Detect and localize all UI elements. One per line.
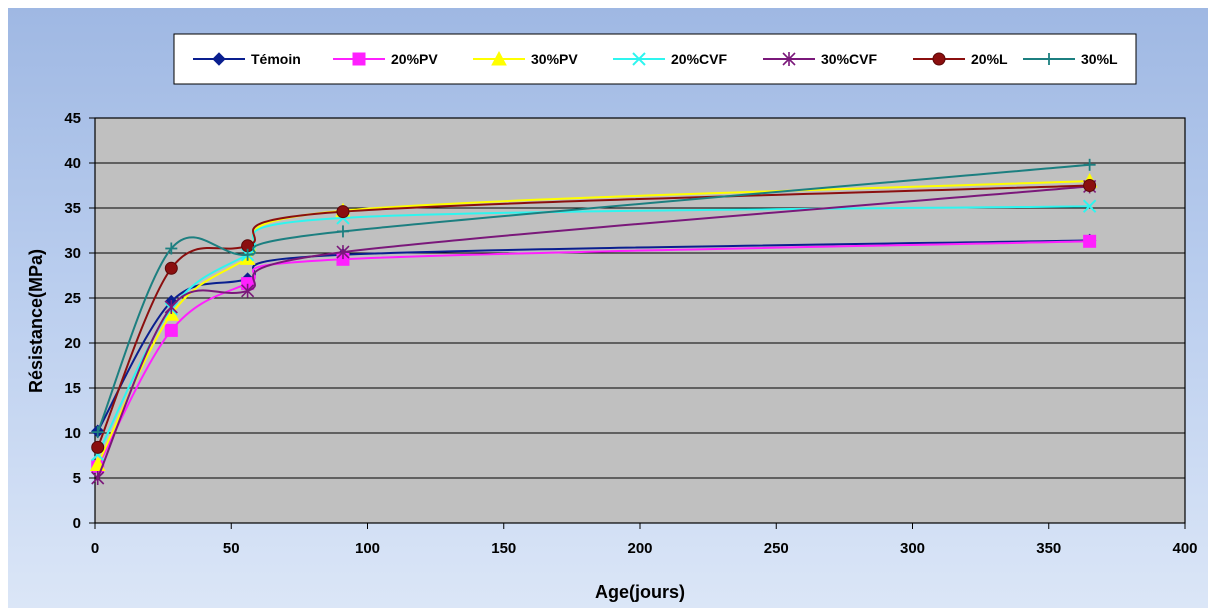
y-tick-label: 10 [64, 425, 81, 442]
legend-label-0: Témoin [251, 51, 301, 67]
legend-label-5: 20%L [971, 51, 1008, 67]
data-point-1-4 [1083, 234, 1097, 248]
series-line-5 [96, 184, 1090, 448]
y-tick-label: 20 [64, 335, 81, 352]
legend-label-1: 20%PV [391, 51, 438, 67]
series-line-0 [96, 239, 1090, 432]
x-tick-label: 0 [91, 540, 99, 557]
x-tick-label: 350 [1036, 540, 1061, 557]
legend-marker-4 [782, 52, 796, 66]
legend-marker-2 [491, 50, 507, 66]
y-tick-label: 25 [64, 290, 81, 307]
legend-marker-0 [212, 52, 226, 66]
data-point-1-1 [164, 323, 178, 337]
y-tick-label: 40 [64, 155, 81, 172]
line-chart: 0 5 10 15 20 25 30 35 40 45 0 50 100 150 200 250 300 350… [26, 33, 1198, 602]
chart-frame: 0 5 10 15 20 25 30 35 40 45 0 50 100 150 200 250 300 350… [8, 8, 1208, 608]
series-line-4 [96, 185, 1090, 479]
data-point-5-1 [164, 261, 178, 275]
series-line-6 [96, 163, 1090, 433]
data-point-6-0 [91, 426, 104, 439]
legend-label-4: 30%CVF [821, 51, 877, 67]
data-point-4-3 [336, 245, 350, 260]
x-tick-label: 200 [627, 540, 652, 557]
legend-label-6: 30%L [1081, 51, 1118, 67]
data-point-3-4 [1082, 199, 1097, 213]
y-tick-label: 45 [64, 110, 81, 127]
y-tick-label: 35 [64, 200, 81, 217]
y-tick-label: 5 [73, 470, 81, 487]
data-point-4-2 [241, 283, 255, 298]
x-tick-label: 100 [355, 540, 380, 557]
data-point-6-1 [165, 242, 178, 255]
legend-marker-3 [632, 52, 646, 66]
x-tick-label: 150 [491, 540, 516, 557]
y-axis-title: Résistance(MPa) [26, 249, 46, 393]
data-point-6-3 [336, 225, 349, 238]
legend-marker-5 [932, 52, 946, 66]
plot-area [94, 117, 1186, 524]
data-point-4-1 [164, 300, 178, 314]
data-point-6-2 [241, 248, 254, 261]
data-point-4-0 [91, 471, 105, 485]
y-tick-label: 0 [73, 515, 81, 532]
legend-marker-1 [352, 52, 366, 66]
x-tick-label: 400 [1172, 540, 1197, 557]
data-point-6-4 [1083, 158, 1096, 171]
x-axis-title: Age(jours) [595, 582, 685, 602]
x-tick-label: 50 [223, 540, 240, 557]
y-tick-label: 30 [64, 245, 81, 262]
legend-label-2: 30%PV [531, 51, 578, 67]
x-tick-label: 300 [900, 540, 925, 557]
data-point-5-3 [336, 205, 350, 219]
data-point-5-0 [91, 440, 105, 454]
legend-label-3: 20%CVF [671, 51, 727, 67]
data-point-5-4 [1083, 179, 1097, 192]
series-line-1 [96, 240, 1090, 467]
x-tick-label: 250 [764, 540, 789, 557]
y-tick-label: 15 [64, 380, 81, 397]
legend-marker-6 [1043, 53, 1055, 65]
